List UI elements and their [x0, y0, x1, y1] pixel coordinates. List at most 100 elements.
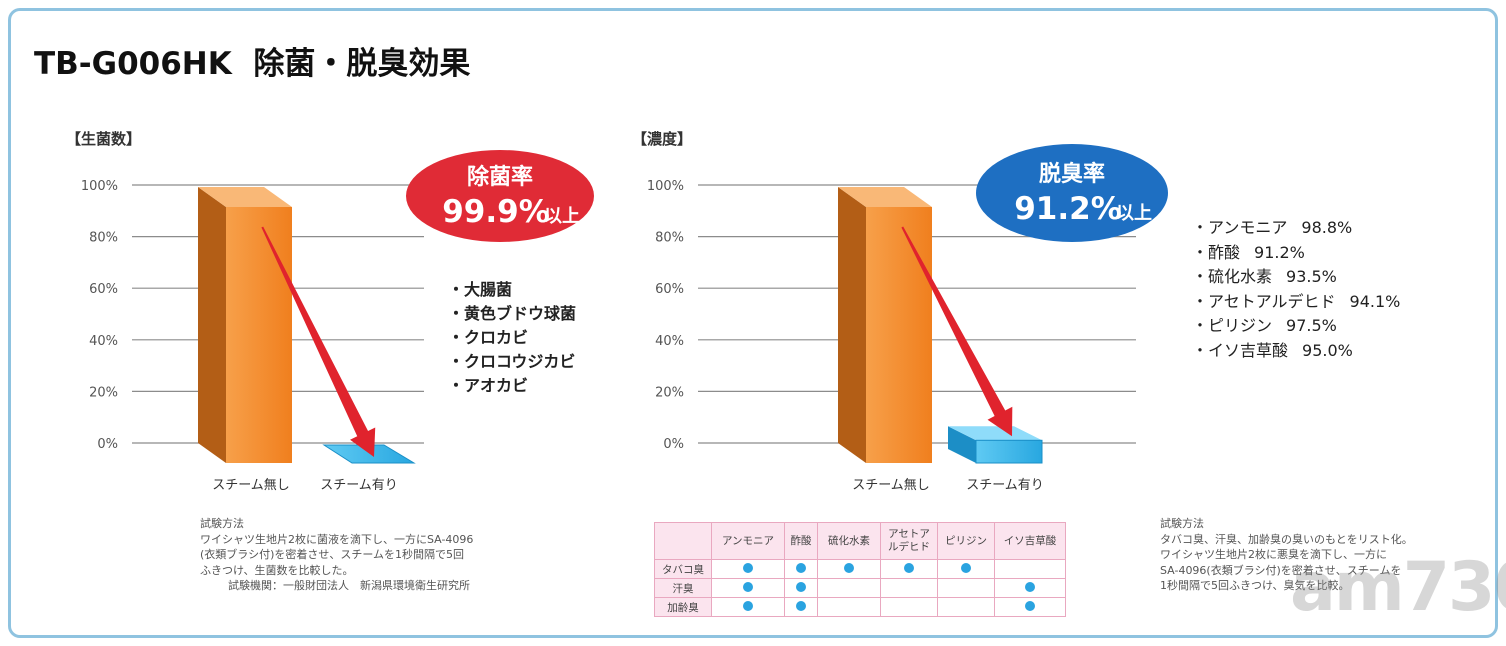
- badge-value: 99.9%: [442, 194, 550, 230]
- badge-title: 除菌率: [467, 164, 533, 190]
- applicable-dot: [743, 562, 753, 573]
- method-line: SA-4096(衣類ブラシ付)を密着させ、スチームを: [1160, 563, 1402, 577]
- row-header: 加齢臭: [654, 597, 712, 617]
- badge-suffix: 以上: [544, 206, 580, 227]
- rate-badge: [976, 144, 1168, 242]
- applicable-dot: [743, 600, 753, 611]
- rate-badge: [406, 150, 594, 242]
- badge-value: 91.2%: [1014, 191, 1122, 227]
- bar-top: [838, 187, 932, 207]
- table-cell: [784, 578, 818, 598]
- method-line: ワイシャツ生地片2枚に悪臭を滴下し、一方に: [1160, 548, 1387, 561]
- y-tick-label: 40%: [655, 334, 684, 349]
- bacteria-item: クロコウジカビ: [448, 350, 576, 374]
- table-cell: [937, 559, 995, 579]
- table-cell: [711, 559, 785, 579]
- applicable-dot: [1025, 600, 1035, 611]
- bar-no-steam-odor: [866, 207, 932, 463]
- y-tick-label: 60%: [89, 282, 118, 297]
- badge-suffix: 以上: [1116, 203, 1152, 224]
- method-line: ふきつけ、生菌数を比較した。: [200, 563, 354, 577]
- y-tick-label: 20%: [655, 385, 684, 400]
- table-cell: [994, 559, 1066, 579]
- method-line: ワイシャツ生地片2枚に菌液を滴下し、一方にSA-4096: [200, 532, 474, 546]
- test-method-right: 試験方法タバコ臭、汗臭、加齢臭の臭いのもとをリスト化。 ワイシャツ生地片2枚に悪臭…: [1160, 516, 1413, 594]
- table-cell: [880, 597, 938, 617]
- method-line: 1秒間隔で5回ふきつけ、臭気を比較。: [1160, 579, 1350, 592]
- applicable-dot: [796, 562, 806, 573]
- y-tick-label: 100%: [81, 179, 118, 194]
- x-category-label: スチーム無し: [212, 478, 290, 493]
- down-arrow: [261, 226, 376, 457]
- table-cell: [784, 597, 818, 617]
- applicable-dot: [1025, 581, 1035, 592]
- column-header: アセトア ルデヒド: [880, 522, 938, 560]
- applicable-dot: [961, 562, 971, 573]
- bacteria-item: 大腸菌: [448, 278, 576, 302]
- method-heading: 試験方法: [200, 517, 244, 530]
- sterilization-chart: 100% 80% 60% 40% 20% 0% スチーム無し スチーム有り 除菌率 99.9%以上: [81, 150, 594, 493]
- method-heading: 試験方法: [1160, 517, 1204, 530]
- table-cell: [994, 597, 1066, 617]
- left-panel-label: 【生菌数】: [66, 130, 142, 148]
- y-tick-label: 60%: [655, 282, 684, 297]
- bacteria-item: クロカビ: [448, 326, 576, 350]
- table-cell: [817, 597, 881, 617]
- y-tick-label: 20%: [89, 385, 118, 400]
- watermark-logo: am730: [1290, 548, 1506, 627]
- bar-top: [198, 187, 292, 207]
- table-row: 加齢臭: [654, 597, 1066, 617]
- y-tick-label: 40%: [89, 334, 118, 349]
- bacteria-list: 大腸菌 黄色ブドウ球菌 クロカビ クロコウジカビ アオカビ: [448, 278, 576, 398]
- y-tick-label: 80%: [655, 231, 684, 246]
- table-cell: [880, 559, 938, 579]
- table-cell: [937, 597, 995, 617]
- row-header: 汗臭: [654, 578, 712, 598]
- table-row: 汗臭: [654, 578, 1066, 598]
- table-cell: [994, 578, 1066, 598]
- bar-top: [948, 426, 1042, 441]
- bar-side: [198, 187, 226, 463]
- method-line: タバコ臭、汗臭、加齢臭の臭いのもとをリスト化。: [1160, 532, 1413, 546]
- y-tick-label: 100%: [647, 179, 684, 194]
- page-title: TB-G006HK 除菌・脱臭効果: [34, 46, 471, 82]
- applicable-dot: [904, 562, 914, 573]
- row-header: タバコ臭: [654, 559, 712, 579]
- table-cell: [711, 597, 785, 617]
- table-cell: [817, 578, 881, 598]
- table-corner: [654, 522, 712, 560]
- table-cell: [937, 578, 995, 598]
- method-institution: 試験機関：一般財団法人 新潟県環境衛生研究所: [228, 579, 470, 592]
- applicable-dot: [844, 562, 854, 573]
- down-arrow: [901, 226, 1013, 437]
- applicable-dot: [796, 600, 806, 611]
- bar-steam-odor: [975, 439, 1043, 464]
- bacteria-item: アオカビ: [448, 374, 576, 398]
- y-tick-label: 0%: [97, 437, 118, 452]
- method-line: (衣類ブラシ付)を密着させ、スチームを1秒間隔で5回: [200, 548, 465, 561]
- bar-side: [838, 187, 866, 463]
- applicable-dot: [743, 581, 753, 592]
- column-header: 酢酸: [784, 522, 818, 560]
- y-tick-label: 80%: [89, 231, 118, 246]
- applicable-dot: [796, 581, 806, 592]
- table-cell: [711, 578, 785, 598]
- deodorization-chart: 100% 80% 60% 40% 20% 0% スチーム無し スチーム有り 脱臭率 91.2%以上: [647, 144, 1168, 493]
- column-header: アンモニア: [711, 522, 785, 560]
- column-header: ピリジン: [937, 522, 995, 560]
- bacteria-item: 黄色ブドウ球菌: [448, 302, 576, 326]
- x-category-label: スチーム無し: [852, 478, 930, 493]
- column-header: 硫化水素: [817, 522, 881, 560]
- table-row: タバコ臭: [654, 559, 1066, 579]
- table-cell: [817, 559, 881, 579]
- x-category-label: スチーム有り: [320, 478, 398, 493]
- test-method-left: 試験方法ワイシャツ生地片2枚に菌液を滴下し、一方にSA-4096 (衣類ブラシ付)…: [200, 516, 473, 594]
- y-tick-label: 0%: [663, 437, 684, 452]
